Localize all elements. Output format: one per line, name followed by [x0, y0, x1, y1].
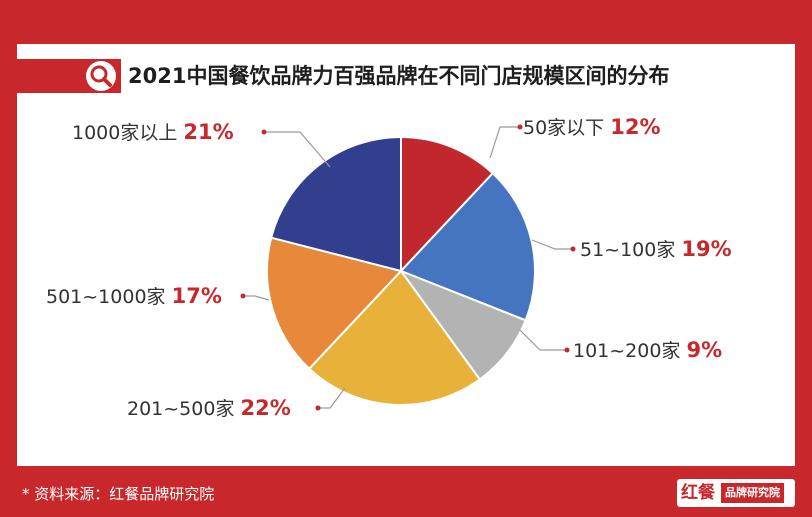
leader-dot — [240, 293, 246, 299]
leader-line — [264, 131, 331, 168]
leader-line — [243, 295, 270, 301]
leader-dot — [564, 347, 570, 353]
leader-dot — [261, 129, 267, 135]
brand-logo: 红餐 品牌研究院 — [677, 479, 795, 507]
source-note: * 资料来源：红餐品牌研究院 — [22, 485, 215, 503]
slice-percent: 19% — [681, 237, 732, 261]
leader-line — [489, 126, 520, 159]
slice-label-50-under: 50家以下 12% — [523, 114, 661, 141]
slice-label-201-500: 201~500家 22% — [127, 395, 291, 422]
search-icon — [84, 59, 118, 93]
logo-sub-text: 品牌研究院 — [721, 483, 784, 503]
leader-line — [531, 239, 573, 250]
slice-category: 1000家以上 — [72, 122, 178, 144]
slice-percent: 17% — [171, 284, 222, 308]
chart-title: 2021中国餐饮品牌力百强品牌在不同门店规模区间的分布 — [128, 64, 670, 88]
slice-label-51-100: 51~100家 19% — [580, 236, 732, 263]
slice-percent: 12% — [610, 115, 661, 139]
slice-category: 501~1000家 — [46, 286, 166, 308]
leader-dot — [517, 124, 523, 130]
slice-1000-over — [269, 135, 402, 273]
slice-percent: 22% — [240, 396, 291, 420]
leader-dot — [315, 405, 321, 411]
slice-category: 50家以下 — [523, 117, 605, 139]
slice-501-1000 — [266, 236, 403, 371]
leader-line — [318, 387, 346, 409]
leader-dot — [570, 246, 576, 252]
slice-201-500 — [307, 269, 482, 406]
slice-category: 201~500家 — [127, 398, 235, 420]
slice-label-1000-over: 1000家以上 21% — [72, 119, 234, 146]
slice-percent: 9% — [686, 338, 723, 362]
slice-percent: 21% — [183, 120, 234, 144]
leader-line — [519, 329, 567, 351]
slice-category: 101~200家 — [573, 340, 681, 362]
slice-category: 51~100家 — [580, 239, 676, 261]
slice-50-under — [400, 135, 495, 274]
slice-label-501-1000: 501~1000家 17% — [46, 283, 222, 310]
logo-brand-text: 红餐 — [681, 483, 715, 503]
slice-label-101-200: 101~200家 9% — [573, 337, 722, 364]
